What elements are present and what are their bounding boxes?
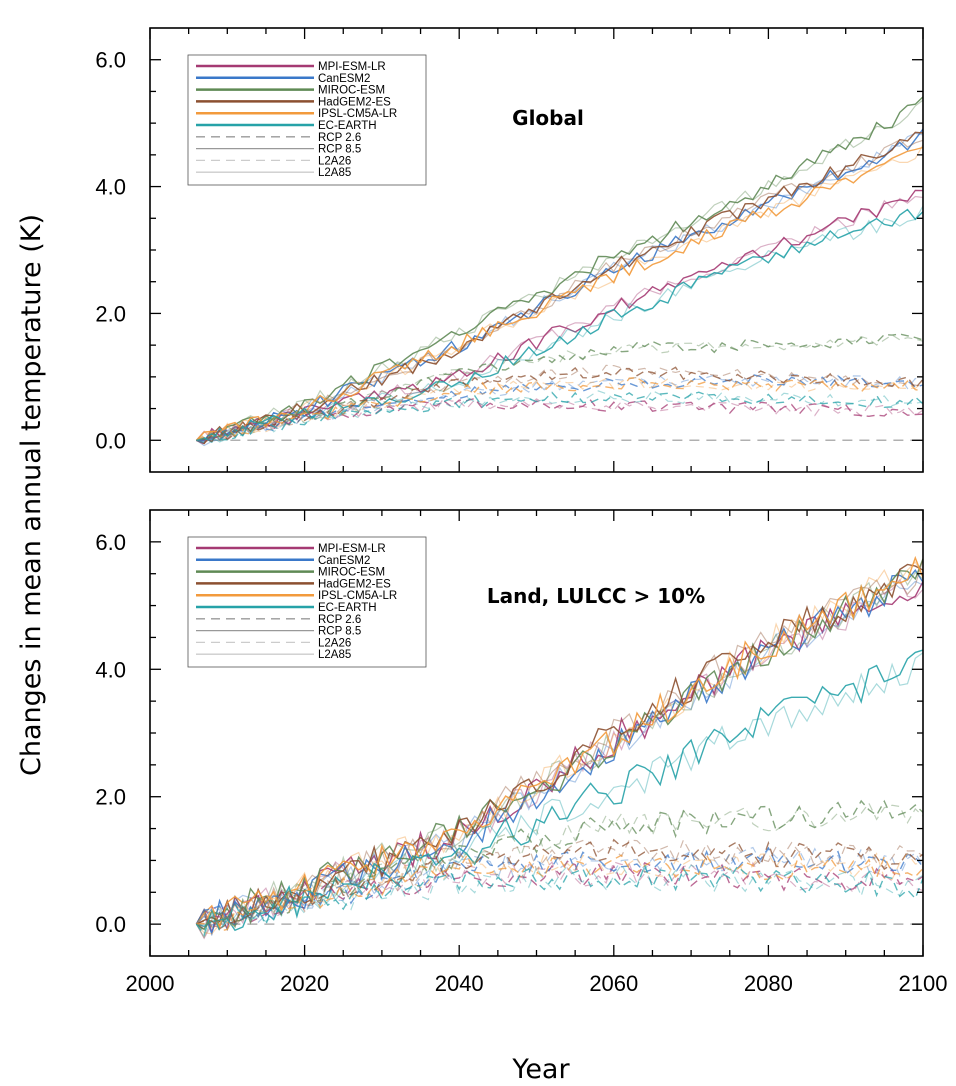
series-line	[196, 377, 924, 441]
legend-label: RCP 2.6	[318, 614, 361, 626]
legend-label: L2A26	[318, 637, 351, 649]
legend-label: EC-EARTH	[318, 120, 377, 132]
series-line-l2a	[196, 334, 924, 441]
legend-label: MPI-ESM-LR	[318, 543, 386, 555]
series-line-l2a	[195, 144, 924, 442]
y-tick-label: 2.0	[95, 301, 126, 326]
series-line-l2a	[195, 802, 924, 929]
legend-label: HadGEM2-ES	[318, 96, 391, 108]
series-line	[195, 799, 924, 931]
series-line-l2a	[195, 652, 924, 932]
legend-label: MIROC-ESM	[318, 567, 385, 579]
y-tick-label: 6.0	[95, 530, 126, 555]
legend-label: CanESM2	[318, 73, 370, 85]
panel-title: Global	[512, 106, 584, 130]
legend-label: IPSL-CM5A-LR	[318, 590, 397, 602]
panel-title: Land, LULCC > 10%	[487, 584, 705, 608]
series-line-l2a	[196, 99, 924, 443]
y-tick-label: 0.0	[95, 428, 126, 453]
x-axis-title: Year	[511, 1054, 570, 1085]
series-line-l2a	[196, 364, 924, 441]
legend-label: MPI-ESM-LR	[318, 61, 386, 73]
series-line	[196, 131, 924, 445]
series-group	[195, 555, 924, 940]
legend-label: RCP 8.5	[318, 626, 361, 638]
series-line-l2a	[196, 139, 924, 441]
series-line	[195, 146, 924, 441]
series-line-l2a	[196, 838, 924, 932]
series-group	[195, 96, 924, 447]
series-line-l2a	[196, 373, 924, 444]
series-line-l2a	[196, 205, 924, 443]
series-line	[196, 563, 924, 926]
legend-label: L2A85	[318, 167, 351, 179]
y-tick-label: 4.0	[95, 657, 126, 682]
x-tick-label: 2020	[280, 971, 329, 996]
legend-label: EC-EARTH	[318, 602, 377, 614]
series-line-l2a	[195, 580, 924, 927]
legend-label: RCP 8.5	[318, 144, 361, 156]
legend: MPI-ESM-LRCanESM2MIROC-ESMHadGEM2-ESIPSL…	[187, 54, 427, 186]
series-line	[196, 128, 924, 442]
series-line	[196, 391, 924, 441]
x-tick-label: 2060	[589, 971, 638, 996]
series-line	[196, 189, 924, 445]
series-line	[196, 366, 924, 443]
series-line	[195, 863, 924, 937]
y-tick-label: 6.0	[95, 48, 126, 73]
series-line	[195, 846, 924, 926]
legend-label: RCP 2.6	[318, 132, 361, 144]
y-axis-title: Changes in mean annual temperature (K)	[16, 214, 47, 776]
legend-label: IPSL-CM5A-LR	[318, 108, 397, 120]
panel-land-lulcc: 0.0 2.0 4.0 6.0 2000 2020 2040 2060 2080 2100 Land…	[95, 509, 948, 996]
series-line	[196, 96, 924, 441]
series-line-l2a	[196, 861, 924, 929]
series-line-l2a	[195, 377, 924, 441]
legend-label: L2A85	[318, 649, 351, 661]
legend-label: MIROC-ESM	[318, 85, 385, 97]
legend-label: HadGEM2-ES	[318, 578, 391, 590]
series-line-l2a	[195, 863, 924, 934]
series-line	[196, 373, 924, 442]
series-line-l2a	[196, 397, 924, 446]
series-line	[196, 397, 924, 441]
panel-global: 0.0 2.0 4.0 6.0 Global MPI-ESM-LRCanESM2MIROC…	[95, 27, 924, 473]
legend-label: L2A26	[318, 155, 351, 167]
y-tick-label: 0.0	[95, 912, 126, 937]
series-line	[196, 838, 924, 930]
x-tick-label: 2000	[126, 971, 175, 996]
legend: MPI-ESM-LRCanESM2MIROC-ESMHadGEM2-ESIPSL…	[187, 536, 427, 668]
x-tick-label: 2100	[899, 971, 948, 996]
x-tick-label: 2080	[744, 971, 793, 996]
y-tick-label: 4.0	[95, 175, 126, 200]
series-line-l2a	[196, 389, 924, 444]
series-line	[195, 555, 924, 929]
series-line-l2a	[195, 846, 924, 926]
series-line-l2a	[195, 195, 924, 441]
legend-label: CanESM2	[318, 555, 370, 567]
x-tick-label: 2040	[435, 971, 484, 996]
y-tick-label: 2.0	[95, 785, 126, 810]
series-line-l2a	[195, 852, 924, 928]
series-line-l2a	[195, 560, 924, 935]
